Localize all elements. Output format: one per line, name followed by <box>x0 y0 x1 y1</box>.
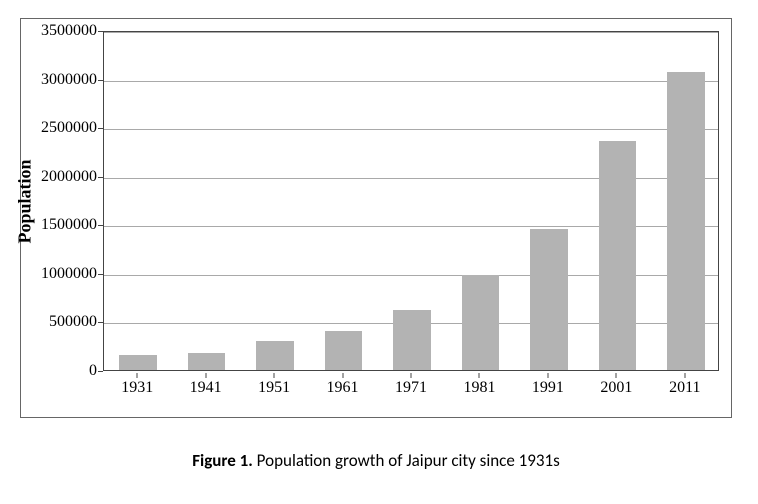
y-tick-mark <box>98 31 103 32</box>
y-tick-label: 500000 <box>27 314 97 330</box>
y-tick-mark <box>98 177 103 178</box>
bar <box>462 275 500 370</box>
x-tick-labels: 1931 1941 1951 1961 1971 1981 1991 2001 2011 <box>103 373 719 407</box>
y-tick-label: 1500000 <box>27 217 97 233</box>
y-tick-labels: 0500000100000015000002000000250000030000… <box>21 31 99 371</box>
gridline <box>104 81 718 82</box>
y-tick-label: 3500000 <box>27 23 97 39</box>
y-tick-label: 1000000 <box>27 266 97 282</box>
y-tick-mark <box>98 371 103 372</box>
y-tick-mark <box>98 80 103 81</box>
bar <box>667 72 705 370</box>
chart-plot-area <box>103 31 719 371</box>
chart-container: Population 05000001000000150000020000002… <box>20 18 732 418</box>
figure-caption-text: Population growth of Jaipur city since 1… <box>257 450 560 471</box>
x-tick-mark <box>616 373 617 378</box>
x-tick-mark <box>342 373 343 378</box>
x-tick-mark <box>205 373 206 378</box>
bar <box>119 355 157 370</box>
x-tick-label: 1961 <box>327 379 359 397</box>
bar <box>256 341 294 370</box>
figure-caption-label: Figure 1. <box>192 450 253 471</box>
y-tick-mark <box>98 274 103 275</box>
x-tick-mark <box>547 373 548 378</box>
x-tick-mark <box>684 373 685 378</box>
x-tick-mark <box>411 373 412 378</box>
x-tick-label: 1981 <box>463 379 495 397</box>
bar <box>530 229 568 370</box>
page: Population 05000001000000150000020000002… <box>0 0 758 504</box>
x-tick-label: 2011 <box>669 379 700 397</box>
y-tick-label: 2000000 <box>27 169 97 185</box>
x-tick-label: 1931 <box>121 379 153 397</box>
y-tick-mark <box>98 128 103 129</box>
figure-caption: Figure 1. Population growth of Jaipur ci… <box>20 450 732 471</box>
gridline <box>104 32 718 33</box>
x-tick-mark <box>274 373 275 378</box>
x-tick-label: 1991 <box>532 379 564 397</box>
gridline <box>104 129 718 130</box>
y-tick-label: 0 <box>27 363 97 379</box>
y-tick-mark <box>98 322 103 323</box>
x-tick-mark <box>137 373 138 378</box>
bar <box>325 331 363 370</box>
x-tick-label: 1971 <box>395 379 427 397</box>
x-tick-label: 1941 <box>190 379 222 397</box>
y-tick-label: 2500000 <box>27 120 97 136</box>
y-tick-label: 3000000 <box>27 72 97 88</box>
bar <box>599 141 637 370</box>
x-tick-mark <box>479 373 480 378</box>
bar <box>393 310 431 370</box>
x-tick-label: 1951 <box>258 379 290 397</box>
y-tick-mark <box>98 225 103 226</box>
x-tick-label: 2001 <box>600 379 632 397</box>
bar <box>188 353 226 370</box>
